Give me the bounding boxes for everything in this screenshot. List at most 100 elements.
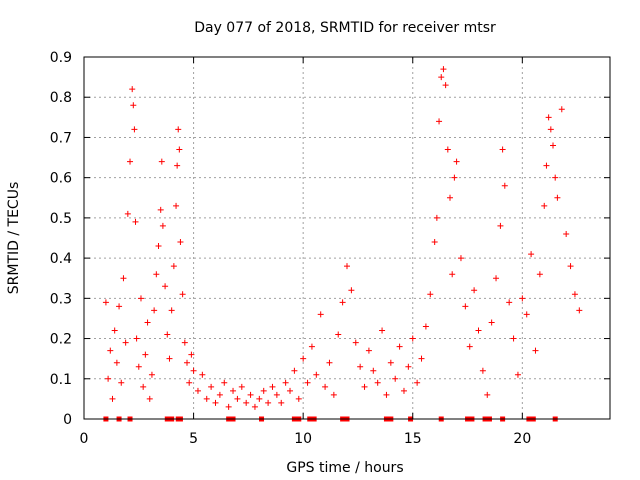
data-point [157, 206, 164, 213]
data-point [344, 263, 350, 270]
data-point [484, 391, 491, 398]
data-point [436, 118, 443, 125]
data-point [576, 307, 583, 314]
data-point [479, 367, 486, 374]
data-point [545, 114, 552, 121]
data-point [179, 291, 186, 298]
data-point [122, 339, 129, 346]
y-tick-label: 0.1 [50, 372, 72, 388]
data-point [225, 403, 232, 410]
y-tick-label: 0.5 [50, 211, 72, 227]
data-point [190, 367, 197, 374]
data-point [124, 210, 131, 217]
data-point [453, 158, 460, 165]
data-point [155, 243, 162, 250]
data-point [536, 271, 543, 278]
data-point [177, 239, 184, 246]
data-point [105, 375, 112, 382]
data-point [278, 399, 285, 406]
data-point [132, 218, 139, 225]
data-point [497, 222, 504, 229]
y-axis-label: SRMTID / TECUs [6, 182, 22, 295]
data-point [256, 395, 263, 402]
data-point [243, 399, 250, 406]
data-point [501, 182, 508, 189]
data-point [208, 383, 215, 390]
data-point [433, 214, 440, 221]
data-point [109, 395, 116, 402]
x-tick-label: 10 [294, 431, 312, 447]
data-point [148, 371, 155, 378]
data-point [462, 303, 469, 310]
data-point [563, 230, 570, 237]
chart-title: Day 077 of 2018, SRMTID for receiver mts… [194, 20, 496, 36]
data-point [216, 391, 223, 398]
data-point [265, 399, 272, 406]
data-point [422, 323, 429, 330]
data-point [129, 86, 136, 93]
data-point [127, 158, 134, 165]
data-point [269, 383, 276, 390]
data-point [170, 263, 177, 270]
data-point [339, 299, 346, 306]
data-point [506, 299, 513, 306]
data-point [427, 291, 434, 298]
data-point [273, 391, 280, 398]
data-point [361, 383, 368, 390]
data-point [151, 307, 158, 314]
data-point [186, 379, 193, 386]
data-point [146, 395, 153, 402]
data-point [552, 174, 559, 181]
data-points [102, 66, 583, 422]
data-point [451, 174, 458, 181]
data-point [514, 371, 521, 378]
x-axis-label: GPS time / hours [286, 460, 403, 476]
data-point [547, 126, 554, 133]
data-point [131, 126, 138, 133]
data-point [387, 359, 394, 366]
data-point [260, 387, 267, 394]
data-point [295, 395, 302, 402]
data-point [444, 146, 451, 153]
data-point [550, 142, 557, 149]
x-tick-label: 20 [513, 431, 531, 447]
data-point [184, 359, 191, 366]
y-tick-label: 0.2 [50, 332, 72, 348]
data-point [238, 383, 245, 390]
data-point [102, 299, 109, 306]
data-point [133, 335, 140, 342]
y-tick-label: 0.8 [50, 90, 72, 106]
data-point [140, 383, 147, 390]
data-point [392, 375, 399, 382]
data-point [111, 327, 118, 334]
data-point [313, 371, 320, 378]
data-point [116, 303, 123, 310]
data-point [130, 102, 137, 109]
x-tick-label: 5 [189, 431, 198, 447]
data-point [247, 391, 254, 398]
data-point [291, 367, 298, 374]
data-point [308, 343, 315, 350]
data-point [431, 239, 438, 246]
data-point [203, 395, 210, 402]
y-tick-label: 0.4 [50, 251, 72, 267]
data-point [438, 74, 445, 81]
data-point [457, 255, 464, 262]
data-point [510, 335, 517, 342]
data-point [175, 126, 182, 133]
data-point [357, 363, 364, 370]
data-point [322, 383, 329, 390]
data-point [449, 271, 456, 278]
data-point [176, 146, 183, 153]
data-point [383, 391, 390, 398]
data-point [442, 82, 449, 89]
data-point [166, 355, 173, 362]
grid-lines [84, 57, 610, 419]
data-point [567, 263, 574, 270]
data-point [418, 355, 425, 362]
data-point [352, 339, 359, 346]
data-point [144, 319, 151, 326]
data-point [330, 391, 337, 398]
data-point [234, 395, 241, 402]
